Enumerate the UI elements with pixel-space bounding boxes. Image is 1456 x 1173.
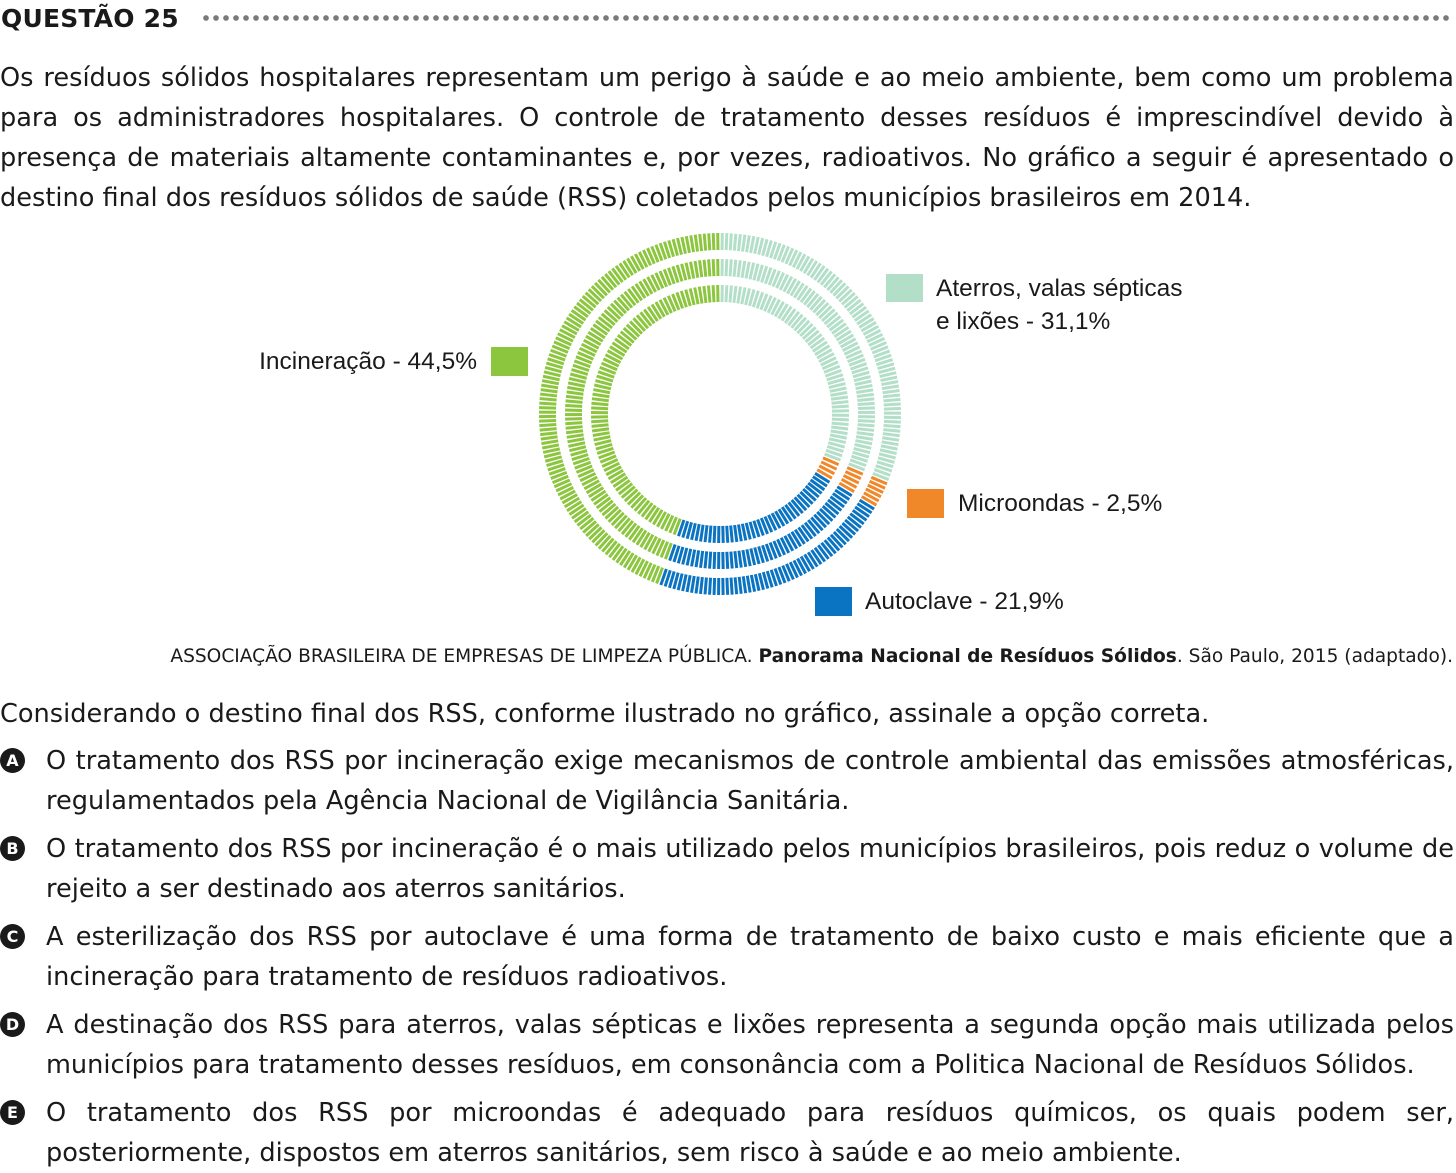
question-prompt: Considerando o destino final dos RSS, co… (0, 694, 1209, 734)
option-text: O tratamento dos RSS por incineração exi… (46, 741, 1454, 821)
legend-label-microondas: Microondas - 2,5% (958, 490, 1162, 517)
option-text: O tratamento dos RSS por incineração é o… (46, 829, 1454, 909)
option-letter-badge: B (0, 836, 25, 861)
option-text: O tratamento dos RSS por microondas é ad… (46, 1093, 1454, 1173)
intro-line: presença de materiais altamente contamin… (0, 143, 1428, 173)
option-b[interactable]: B O tratamento dos RSS por incineração é… (0, 829, 1454, 909)
legend-label-aterros-line2: e lixões - 31,1% (936, 308, 1110, 335)
source-suffix: . São Paulo, 2015 (adaptado). (1177, 646, 1453, 667)
pie-slice-2 (661, 473, 874, 595)
pie-slice-3 (539, 233, 718, 584)
source-prefix: ASSOCIAÇÃO BRASILEIRA DE EMPRESAS DE LIM… (170, 646, 758, 667)
dotted-rule (201, 14, 1452, 22)
option-letter-badge: E (0, 1100, 25, 1125)
intro-paragraph: Os resíduos sólidos hospitalares represe… (0, 58, 1454, 218)
option-d[interactable]: D A destinação dos RSS para aterros, val… (0, 1005, 1454, 1085)
option-a[interactable]: A O tratamento dos RSS por incineração e… (0, 741, 1454, 821)
source-citation: ASSOCIAÇÃO BRASILEIRA DE EMPRESAS DE LIM… (170, 646, 1453, 667)
legend-swatch-autoclave (815, 587, 852, 616)
legend-swatch-incineracao (491, 347, 528, 376)
intro-line: para os administradores hospitalares. O … (0, 103, 1454, 133)
donut-chart: Aterros, valas sépticas e lixões - 31,1%… (0, 228, 1456, 628)
donut-rings (539, 233, 901, 595)
option-text: A esterilização dos RSS por autoclave é … (46, 917, 1454, 997)
legend-label-autoclave: Autoclave - 21,9% (865, 588, 1064, 615)
option-letter-badge: C (0, 924, 25, 949)
question-header: QUESTÃO 25 (0, 0, 1456, 36)
option-letter-badge: A (0, 748, 25, 773)
legend-swatch-microondas (907, 489, 944, 518)
question-title: QUESTÃO 25 (1, 4, 179, 33)
legend-label-incineracao: Incineração - 44,5% (259, 348, 477, 375)
option-c[interactable]: C A esterilização dos RSS por autoclave … (0, 917, 1454, 997)
legend-label-aterros-line1: Aterros, valas sépticas (936, 275, 1182, 302)
option-letter-badge: D (0, 1012, 25, 1037)
option-e[interactable]: E O tratamento dos RSS por microondas é … (0, 1093, 1454, 1173)
pie-slice-0 (722, 233, 901, 480)
legend-swatch-aterros (886, 274, 923, 302)
source-title: Panorama Nacional de Resíduos Sólidos (758, 646, 1176, 667)
intro-line: Os resíduos sólidos hospitalares represe… (0, 63, 1454, 93)
option-text: A destinação dos RSS para aterros, valas… (46, 1005, 1454, 1085)
